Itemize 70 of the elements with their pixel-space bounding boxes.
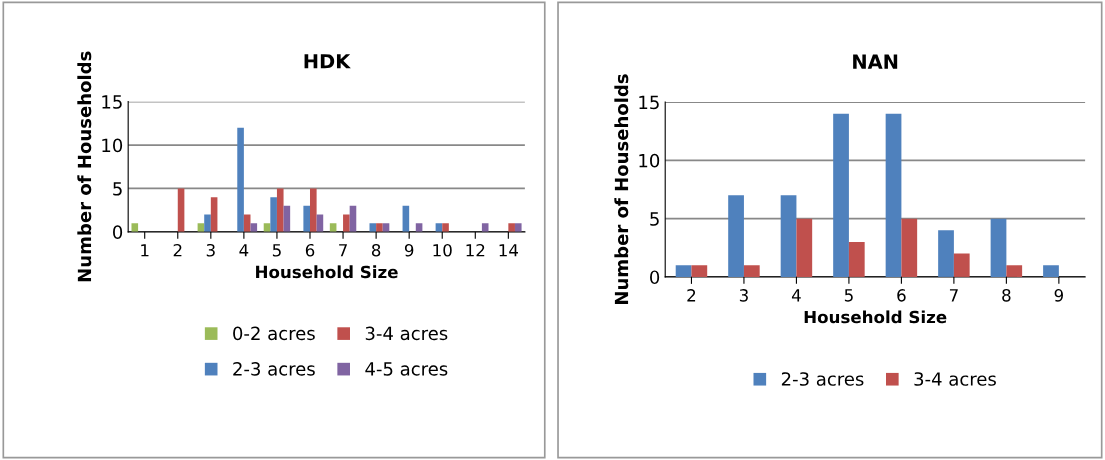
bar (990, 218, 1007, 277)
bar (1006, 265, 1023, 277)
bar (481, 223, 489, 232)
x-tick-label: 8 (371, 243, 381, 257)
bar (780, 195, 797, 277)
bar (508, 223, 515, 232)
legend-label: 2-3 acres (781, 372, 864, 386)
legend-label: 3-4 acres (914, 372, 996, 386)
x-tick-label: 5 (272, 244, 281, 257)
y-tick-label: 10 (639, 153, 660, 168)
bar (691, 265, 708, 277)
x-axis-title: Household Size (804, 310, 947, 324)
legend-label: 2-3 acres (233, 362, 315, 376)
x-tick-label: 3 (739, 289, 748, 302)
y-axis-title: Number of Households (614, 74, 629, 304)
x-tick-label: 5 (844, 289, 853, 302)
bar (743, 265, 760, 277)
bar (833, 113, 849, 277)
x-tick-label: 7 (339, 244, 347, 257)
x-tick-label: 9 (1054, 289, 1063, 302)
x-tick-label: 4 (791, 289, 801, 302)
bar (303, 205, 310, 232)
x-tick-label: 3 (206, 243, 215, 257)
bar (310, 188, 317, 232)
y-tick-label: 15 (639, 95, 659, 110)
legend-label: 3-4 acres (365, 326, 448, 341)
bar (204, 214, 211, 232)
bar (131, 223, 139, 232)
bar (514, 223, 522, 232)
bar (177, 188, 185, 232)
bar (796, 218, 813, 277)
legend-label: 4-5 acres (365, 362, 448, 376)
bar (885, 113, 902, 277)
x-tick-label: 12 (466, 243, 485, 257)
y-tick-label: 5 (113, 182, 122, 196)
x-tick-label: 10 (433, 243, 452, 257)
bar (675, 265, 692, 277)
bar (938, 230, 954, 277)
legend-label: 0-2 acres (233, 326, 315, 341)
bar (953, 253, 970, 277)
x-tick-label: 9 (404, 243, 414, 257)
chart-title: NAN (853, 54, 898, 69)
chart-title: HDK (304, 54, 351, 69)
x-tick-label: 2 (687, 289, 696, 302)
bar (270, 197, 277, 232)
y-tick-label: 0 (113, 225, 123, 239)
x-tick-label: 14 (499, 244, 519, 257)
bar (442, 223, 449, 232)
x-tick-label: 6 (305, 243, 315, 257)
x-tick-label: 1 (141, 244, 149, 257)
x-tick-label: 6 (897, 289, 906, 302)
x-tick-label: 4 (239, 244, 249, 257)
x-axis-title: Household Size (256, 265, 398, 279)
bar (237, 127, 244, 232)
bar (901, 218, 918, 277)
bar (276, 188, 284, 232)
bar (1043, 265, 1059, 277)
y-tick-label: 10 (102, 138, 123, 153)
y-tick-label: 15 (102, 95, 122, 109)
y-tick-label: 0 (650, 270, 660, 285)
y-axis-title: Number of Households (77, 51, 92, 282)
x-tick-label: 7 (949, 289, 958, 302)
x-tick-label: 2 (173, 243, 182, 257)
x-tick-label: 8 (1002, 289, 1011, 302)
bar (343, 214, 350, 232)
bar (250, 223, 258, 232)
y-tick-label: 5 (650, 212, 659, 226)
bar (848, 241, 865, 277)
bar (728, 195, 744, 277)
bar (376, 223, 383, 232)
